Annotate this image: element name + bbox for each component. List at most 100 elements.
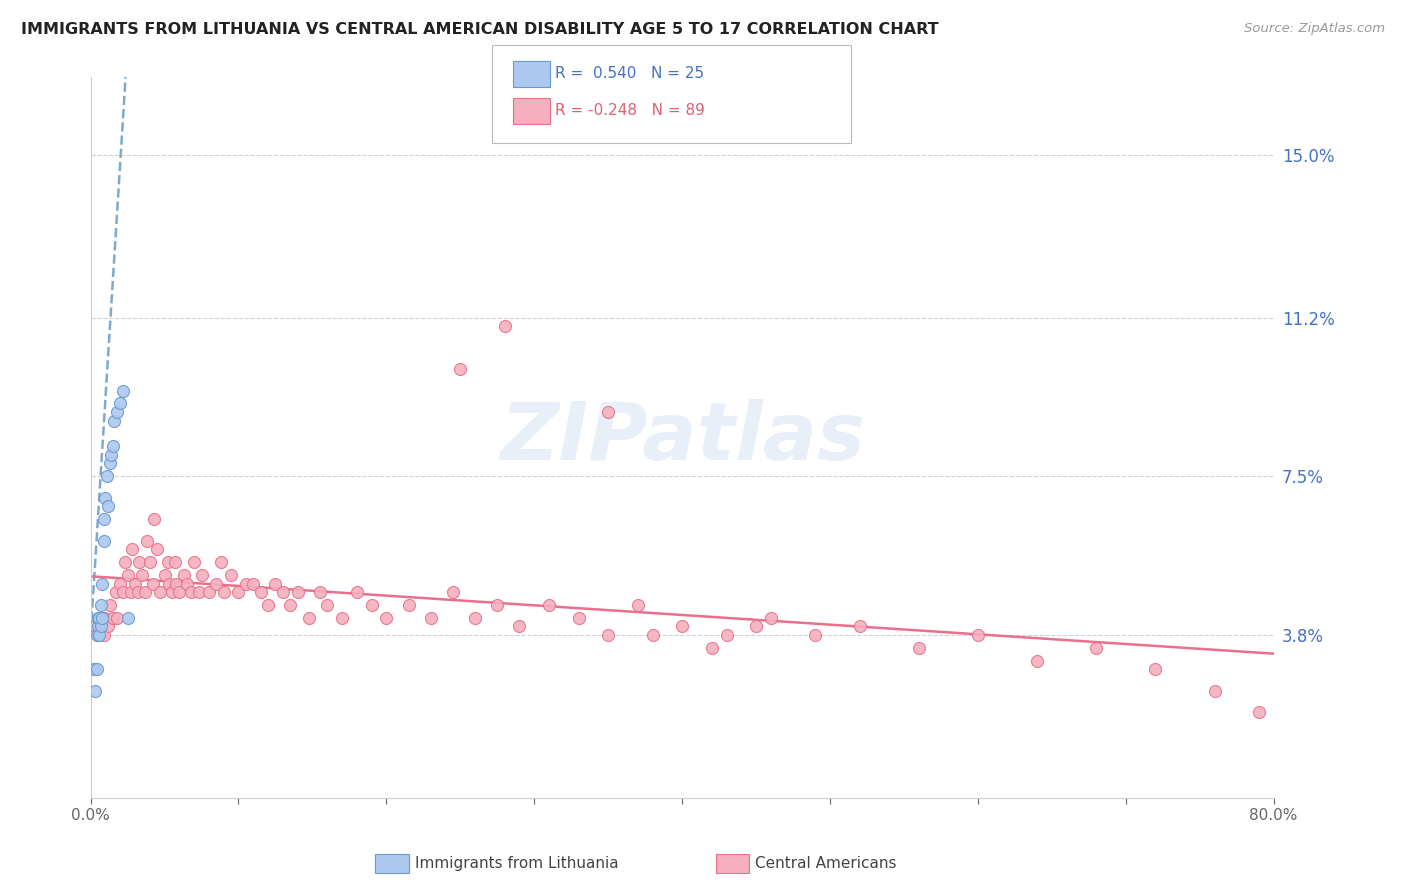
Point [212, 585, 235, 599]
Point [114, 555, 136, 569]
Point [87, 611, 110, 625]
Point [1204, 683, 1226, 698]
Point [209, 555, 232, 569]
Point [180, 585, 202, 599]
Point [86, 628, 108, 642]
Text: Central Americans: Central Americans [755, 856, 897, 871]
Point [176, 576, 198, 591]
Point [249, 585, 271, 599]
Point [94, 491, 117, 505]
Point [127, 585, 149, 599]
Point [641, 628, 664, 642]
Point [745, 619, 768, 633]
Point [298, 611, 321, 625]
Point [98, 457, 121, 471]
Point [330, 611, 353, 625]
Point [149, 585, 172, 599]
Point [1247, 706, 1270, 720]
Point [83, 662, 105, 676]
Point [398, 598, 420, 612]
Point [419, 611, 441, 625]
Text: ZIPatlas: ZIPatlas [499, 399, 865, 476]
Point [153, 568, 176, 582]
Point [121, 542, 143, 557]
Point [228, 585, 250, 599]
Point [287, 585, 309, 599]
Point [93, 512, 115, 526]
Point [94, 611, 117, 625]
Text: R =  0.540   N = 25: R = 0.540 N = 25 [555, 66, 704, 80]
Point [124, 576, 146, 591]
Point [235, 576, 257, 591]
Text: R = -0.248   N = 89: R = -0.248 N = 89 [555, 103, 706, 118]
Point [205, 576, 228, 591]
Point [271, 585, 294, 599]
Point [93, 628, 115, 642]
Point [494, 319, 516, 334]
Point [671, 619, 693, 633]
Point [360, 598, 382, 612]
Point [173, 568, 195, 582]
Point [449, 362, 471, 376]
Point [157, 576, 180, 591]
Point [89, 628, 111, 642]
Point [219, 568, 242, 582]
Point [257, 598, 280, 612]
Point [117, 611, 139, 625]
Point [142, 576, 165, 591]
Point [1026, 654, 1049, 668]
Point [117, 568, 139, 582]
Point [91, 576, 114, 591]
Point [100, 448, 122, 462]
Point [316, 598, 339, 612]
Point [90, 611, 112, 625]
Point [91, 611, 114, 625]
Point [242, 576, 264, 591]
Point [264, 576, 287, 591]
Point [160, 585, 183, 599]
Point [105, 611, 128, 625]
Point [346, 585, 368, 599]
Point [1085, 640, 1108, 655]
Point [101, 439, 124, 453]
Point [139, 555, 162, 569]
Point [967, 628, 990, 642]
Point [538, 598, 561, 612]
Point [120, 585, 142, 599]
Point [278, 598, 301, 612]
Point [759, 611, 782, 625]
Point [146, 542, 169, 557]
Point [96, 469, 118, 483]
Point [716, 628, 738, 642]
Point [90, 619, 112, 633]
Text: IMMIGRANTS FROM LITHUANIA VS CENTRAL AMERICAN DISABILITY AGE 5 TO 17 CORRELATION: IMMIGRANTS FROM LITHUANIA VS CENTRAL AME… [21, 22, 939, 37]
Point [87, 619, 110, 633]
Point [598, 628, 620, 642]
Point [143, 512, 166, 526]
Point [375, 611, 398, 625]
Text: Immigrants from Lithuania: Immigrants from Lithuania [415, 856, 619, 871]
Point [93, 533, 115, 548]
Point [131, 568, 153, 582]
Point [112, 384, 135, 398]
Point [190, 568, 212, 582]
Point [907, 640, 929, 655]
Point [84, 683, 107, 698]
Point [134, 585, 156, 599]
Point [848, 619, 870, 633]
Point [135, 533, 157, 548]
Point [308, 585, 330, 599]
Point [568, 611, 591, 625]
Point [169, 585, 191, 599]
Point [804, 628, 827, 642]
Point [627, 598, 650, 612]
Point [464, 611, 486, 625]
Point [187, 585, 209, 599]
Point [486, 598, 509, 612]
Point [108, 396, 131, 410]
Point [1144, 662, 1167, 676]
Point [97, 619, 120, 633]
Point [112, 585, 135, 599]
Point [508, 619, 530, 633]
Point [163, 555, 186, 569]
